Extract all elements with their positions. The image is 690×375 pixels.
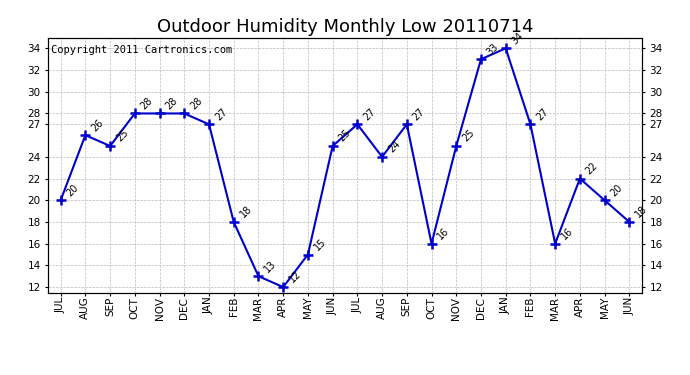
Title: Outdoor Humidity Monthly Low 20110714: Outdoor Humidity Monthly Low 20110714 [157,18,533,36]
Text: 12: 12 [287,269,303,285]
Text: 27: 27 [362,106,377,122]
Text: 25: 25 [115,128,130,144]
Text: 26: 26 [90,117,106,133]
Text: 25: 25 [337,128,353,144]
Text: 13: 13 [263,258,278,274]
Text: 28: 28 [188,96,204,111]
Text: 27: 27 [535,106,551,122]
Text: Copyright 2011 Cartronics.com: Copyright 2011 Cartronics.com [51,45,233,55]
Text: 20: 20 [65,182,81,198]
Text: 15: 15 [312,237,328,252]
Text: 22: 22 [584,160,600,176]
Text: 18: 18 [238,204,254,220]
Text: 20: 20 [609,182,624,198]
Text: 27: 27 [411,106,427,122]
Text: 18: 18 [633,204,649,220]
Text: 27: 27 [213,106,229,122]
Text: 16: 16 [560,226,575,242]
Text: 24: 24 [386,139,402,155]
Text: 16: 16 [435,226,451,242]
Text: 28: 28 [139,96,155,111]
Text: 34: 34 [510,30,526,46]
Text: 28: 28 [164,96,179,111]
Text: 25: 25 [460,128,476,144]
Text: 33: 33 [485,41,501,57]
